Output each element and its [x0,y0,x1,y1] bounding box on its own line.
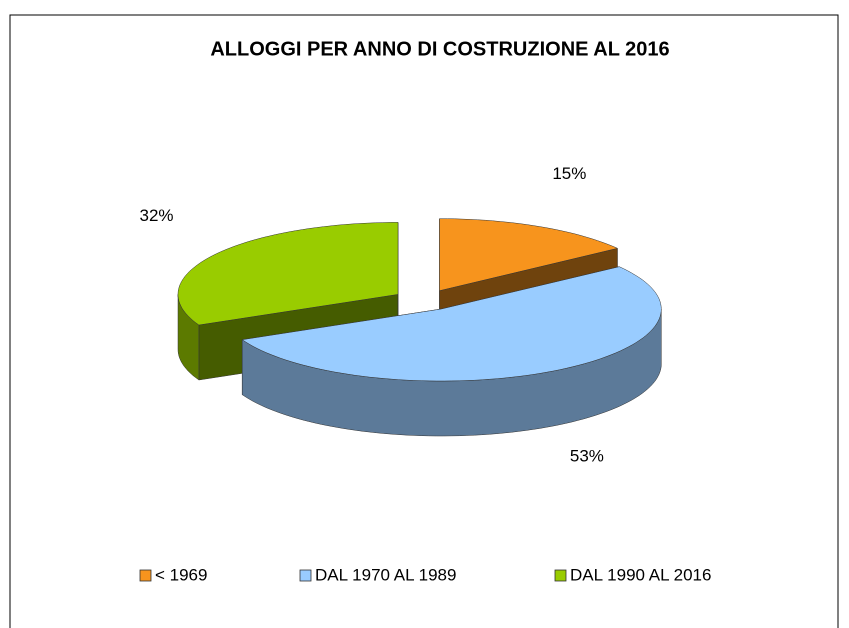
legend-label: DAL 1970 AL 1989 [315,565,456,584]
data-label: 15% [552,164,586,183]
data-label: 53% [570,446,604,465]
slice [177,222,399,326]
chart-title: ALLOGGI PER ANNO DI COSTRUZIONE AL 2016 [210,38,669,60]
legend-label: < 1969 [155,565,207,584]
legend-swatch [299,569,312,582]
legend-label: DAL 1990 AL 2016 [570,565,711,584]
slice [439,218,619,292]
legend-swatch [554,569,567,582]
data-label: 32% [139,206,173,225]
chart-frame [9,14,839,628]
slice [241,266,662,382]
legend-swatch [139,569,152,582]
